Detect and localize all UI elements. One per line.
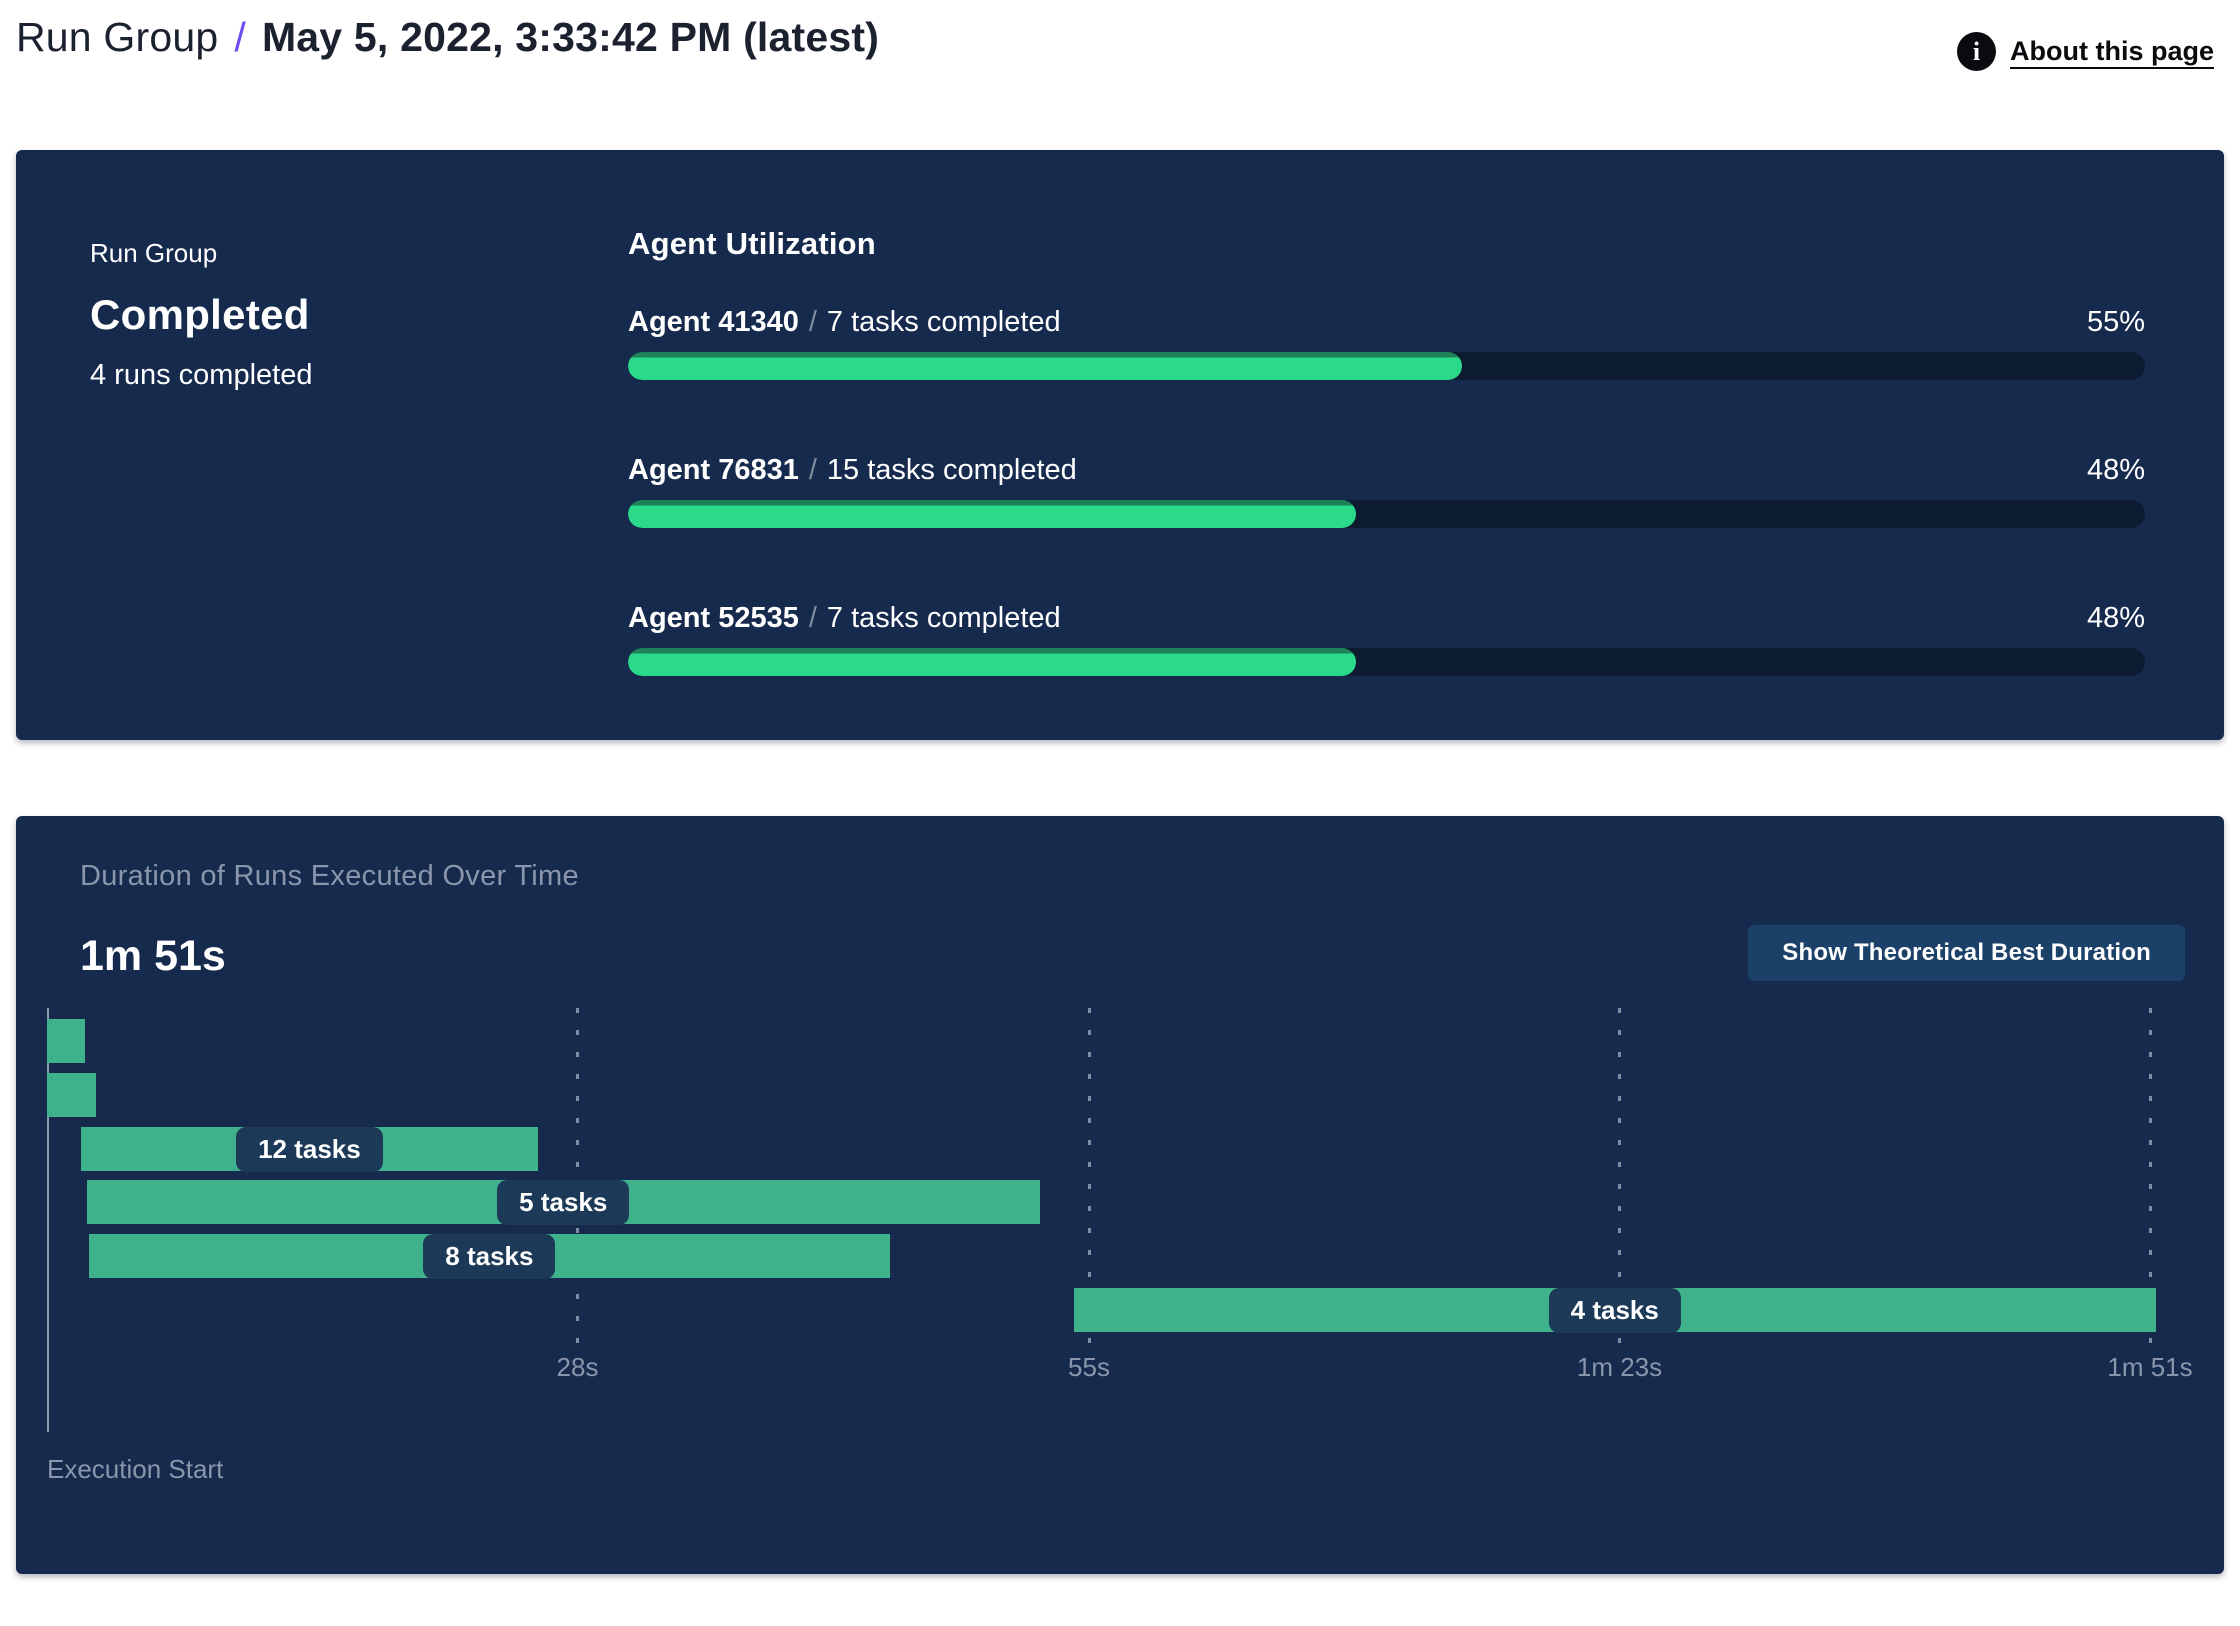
run-duration-bar: 5 tasks [86, 1179, 1040, 1225]
agent-separator: / [808, 306, 817, 338]
agent-name: Agent 41340 [628, 306, 799, 338]
agent-utilization-heading: Agent Utilization [628, 226, 876, 261]
agent-tasks-completed: 15 tasks completed [826, 454, 1077, 486]
agent-tasks-completed: 7 tasks completed [826, 306, 1061, 338]
agent-utilization-row: Agent 76831 / 15 tasks completed 48% [628, 454, 2145, 528]
time-gridline [2148, 1008, 2152, 1345]
execution-start-axis-line [47, 1008, 49, 1432]
agent-utilization-percent: 55% [2086, 306, 2145, 338]
time-tick-label: 1m 23s [1576, 1352, 1663, 1382]
task-count-pill: 12 tasks [236, 1126, 383, 1172]
time-tick-label: 1m 51s [2107, 1352, 2193, 1382]
agent-utilization-bar-fill [628, 352, 1463, 380]
breadcrumb: Run Group [16, 14, 219, 60]
run-duration-bar: 4 tasks [1073, 1287, 2156, 1333]
time-tick-label: 28s [556, 1352, 599, 1382]
run-duration-bar [47, 1073, 97, 1117]
time-tick-label: 55s [1068, 1352, 1110, 1382]
task-count-pill: 5 tasks [497, 1179, 630, 1225]
execution-start-label: Execution Start [47, 1454, 224, 1484]
info-icon[interactable]: i [1957, 32, 1996, 71]
page-header: Run Group / May 5, 2022, 3:33:42 PM (lat… [0, 0, 2240, 132]
agent-utilization-bar-fill [628, 500, 1357, 528]
agent-utilization-panel: Agent Utilization Agent 41340 / 7 tasks … [628, 226, 2145, 740]
runs-completed-count: 4 runs completed [90, 359, 313, 391]
run-group-status-panel: Run Group Completed 4 runs completed [90, 226, 628, 740]
agent-utilization-row: Agent 41340 / 7 tasks completed 55% [628, 306, 2145, 380]
run-duration-bar [47, 1019, 85, 1063]
run-group-status: Completed [90, 291, 310, 338]
breadcrumb-separator: / [234, 14, 246, 60]
run-group-label: Run Group [90, 238, 218, 268]
run-group-summary-card: Run Group Completed 4 runs completed Age… [16, 150, 2224, 740]
agent-name: Agent 76831 [628, 454, 799, 486]
agent-utilization-bar-track [628, 500, 2145, 528]
page-title: Run Group / May 5, 2022, 3:33:42 PM (lat… [16, 14, 879, 61]
agent-tasks-completed: 7 tasks completed [826, 602, 1061, 634]
duration-chart-card: Duration of Runs Executed Over Time 1m 5… [16, 816, 2224, 1574]
task-count-pill: 8 tasks [423, 1233, 556, 1279]
show-theoretical-best-duration-button[interactable]: Show Theoretical Best Duration [1748, 925, 2185, 981]
time-gridline [575, 1008, 579, 1345]
about-this-page: i About this page [1957, 32, 2214, 71]
task-count-pill: 4 tasks [1548, 1287, 1681, 1333]
agent-utilization-percent: 48% [2086, 602, 2145, 634]
run-timestamp-title: May 5, 2022, 3:33:42 PM (latest) [261, 14, 880, 60]
run-duration-bar: 8 tasks [88, 1233, 891, 1279]
about-page-link[interactable]: About this page [2010, 36, 2214, 66]
agent-utilization-percent: 48% [2086, 454, 2145, 486]
time-gridline [1618, 1008, 1621, 1345]
run-duration-bar: 12 tasks [81, 1126, 538, 1172]
agent-utilization-row: Agent 52535 / 7 tasks completed 48% [628, 602, 2145, 676]
time-gridline [1087, 1008, 1091, 1345]
agent-utilization-bar-fill [628, 648, 1357, 676]
total-duration: 1m 51s [80, 932, 226, 980]
duration-chart-title: Duration of Runs Executed Over Time [80, 860, 579, 892]
agent-separator: / [808, 454, 817, 486]
agent-separator: / [808, 602, 817, 634]
duration-gantt-chart: 12 tasks 5 tasks 8 tasks 4 tasks 28s 55s 1m 2… [16, 816, 2224, 1574]
agent-utilization-bar-track [628, 648, 2145, 676]
agent-name: Agent 52535 [628, 602, 799, 634]
agent-utilization-bar-track [628, 352, 2145, 380]
